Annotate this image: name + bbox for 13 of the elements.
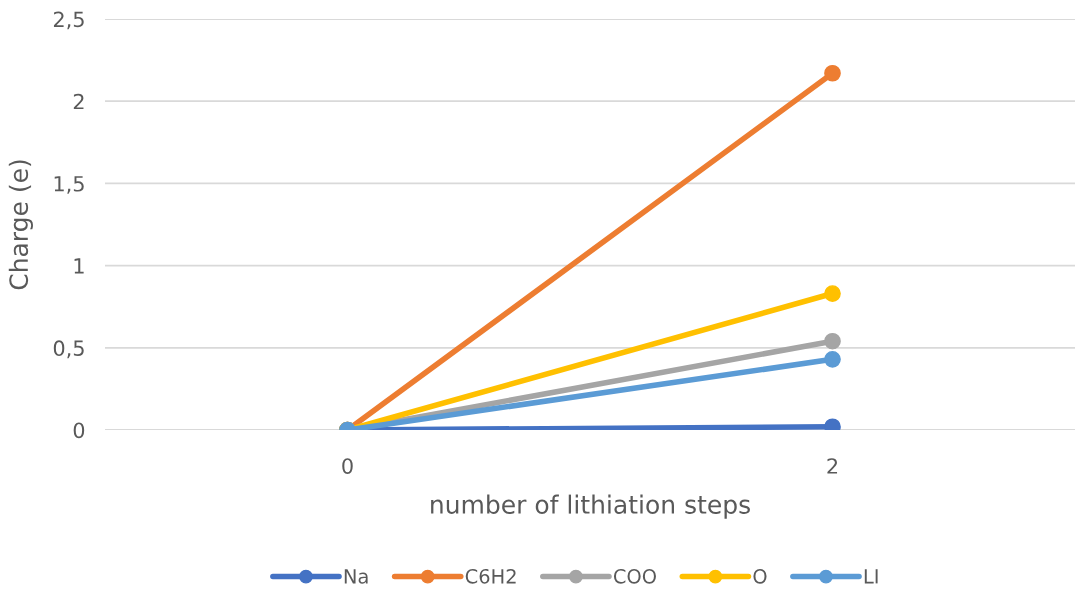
x-axis-title: number of lithiation steps — [431, 494, 750, 519]
y-axis-title: Charge (e) — [8, 160, 33, 290]
legend-label: C6H2 — [465, 568, 516, 584]
y-tick-label: 0 — [73, 422, 85, 439]
y-tick-label: 2,5 — [53, 11, 84, 30]
y-tick-label: 1,5 — [54, 176, 84, 194]
legend-label: COO — [613, 568, 656, 584]
legend-label: O — [753, 568, 767, 584]
y-tick-label: 2 — [73, 93, 84, 110]
legend-label: LI — [864, 569, 878, 584]
legend-label: Na — [344, 569, 368, 584]
y-tick-label: 1 — [74, 258, 84, 274]
y-tick-label: 0,5 — [53, 340, 84, 359]
